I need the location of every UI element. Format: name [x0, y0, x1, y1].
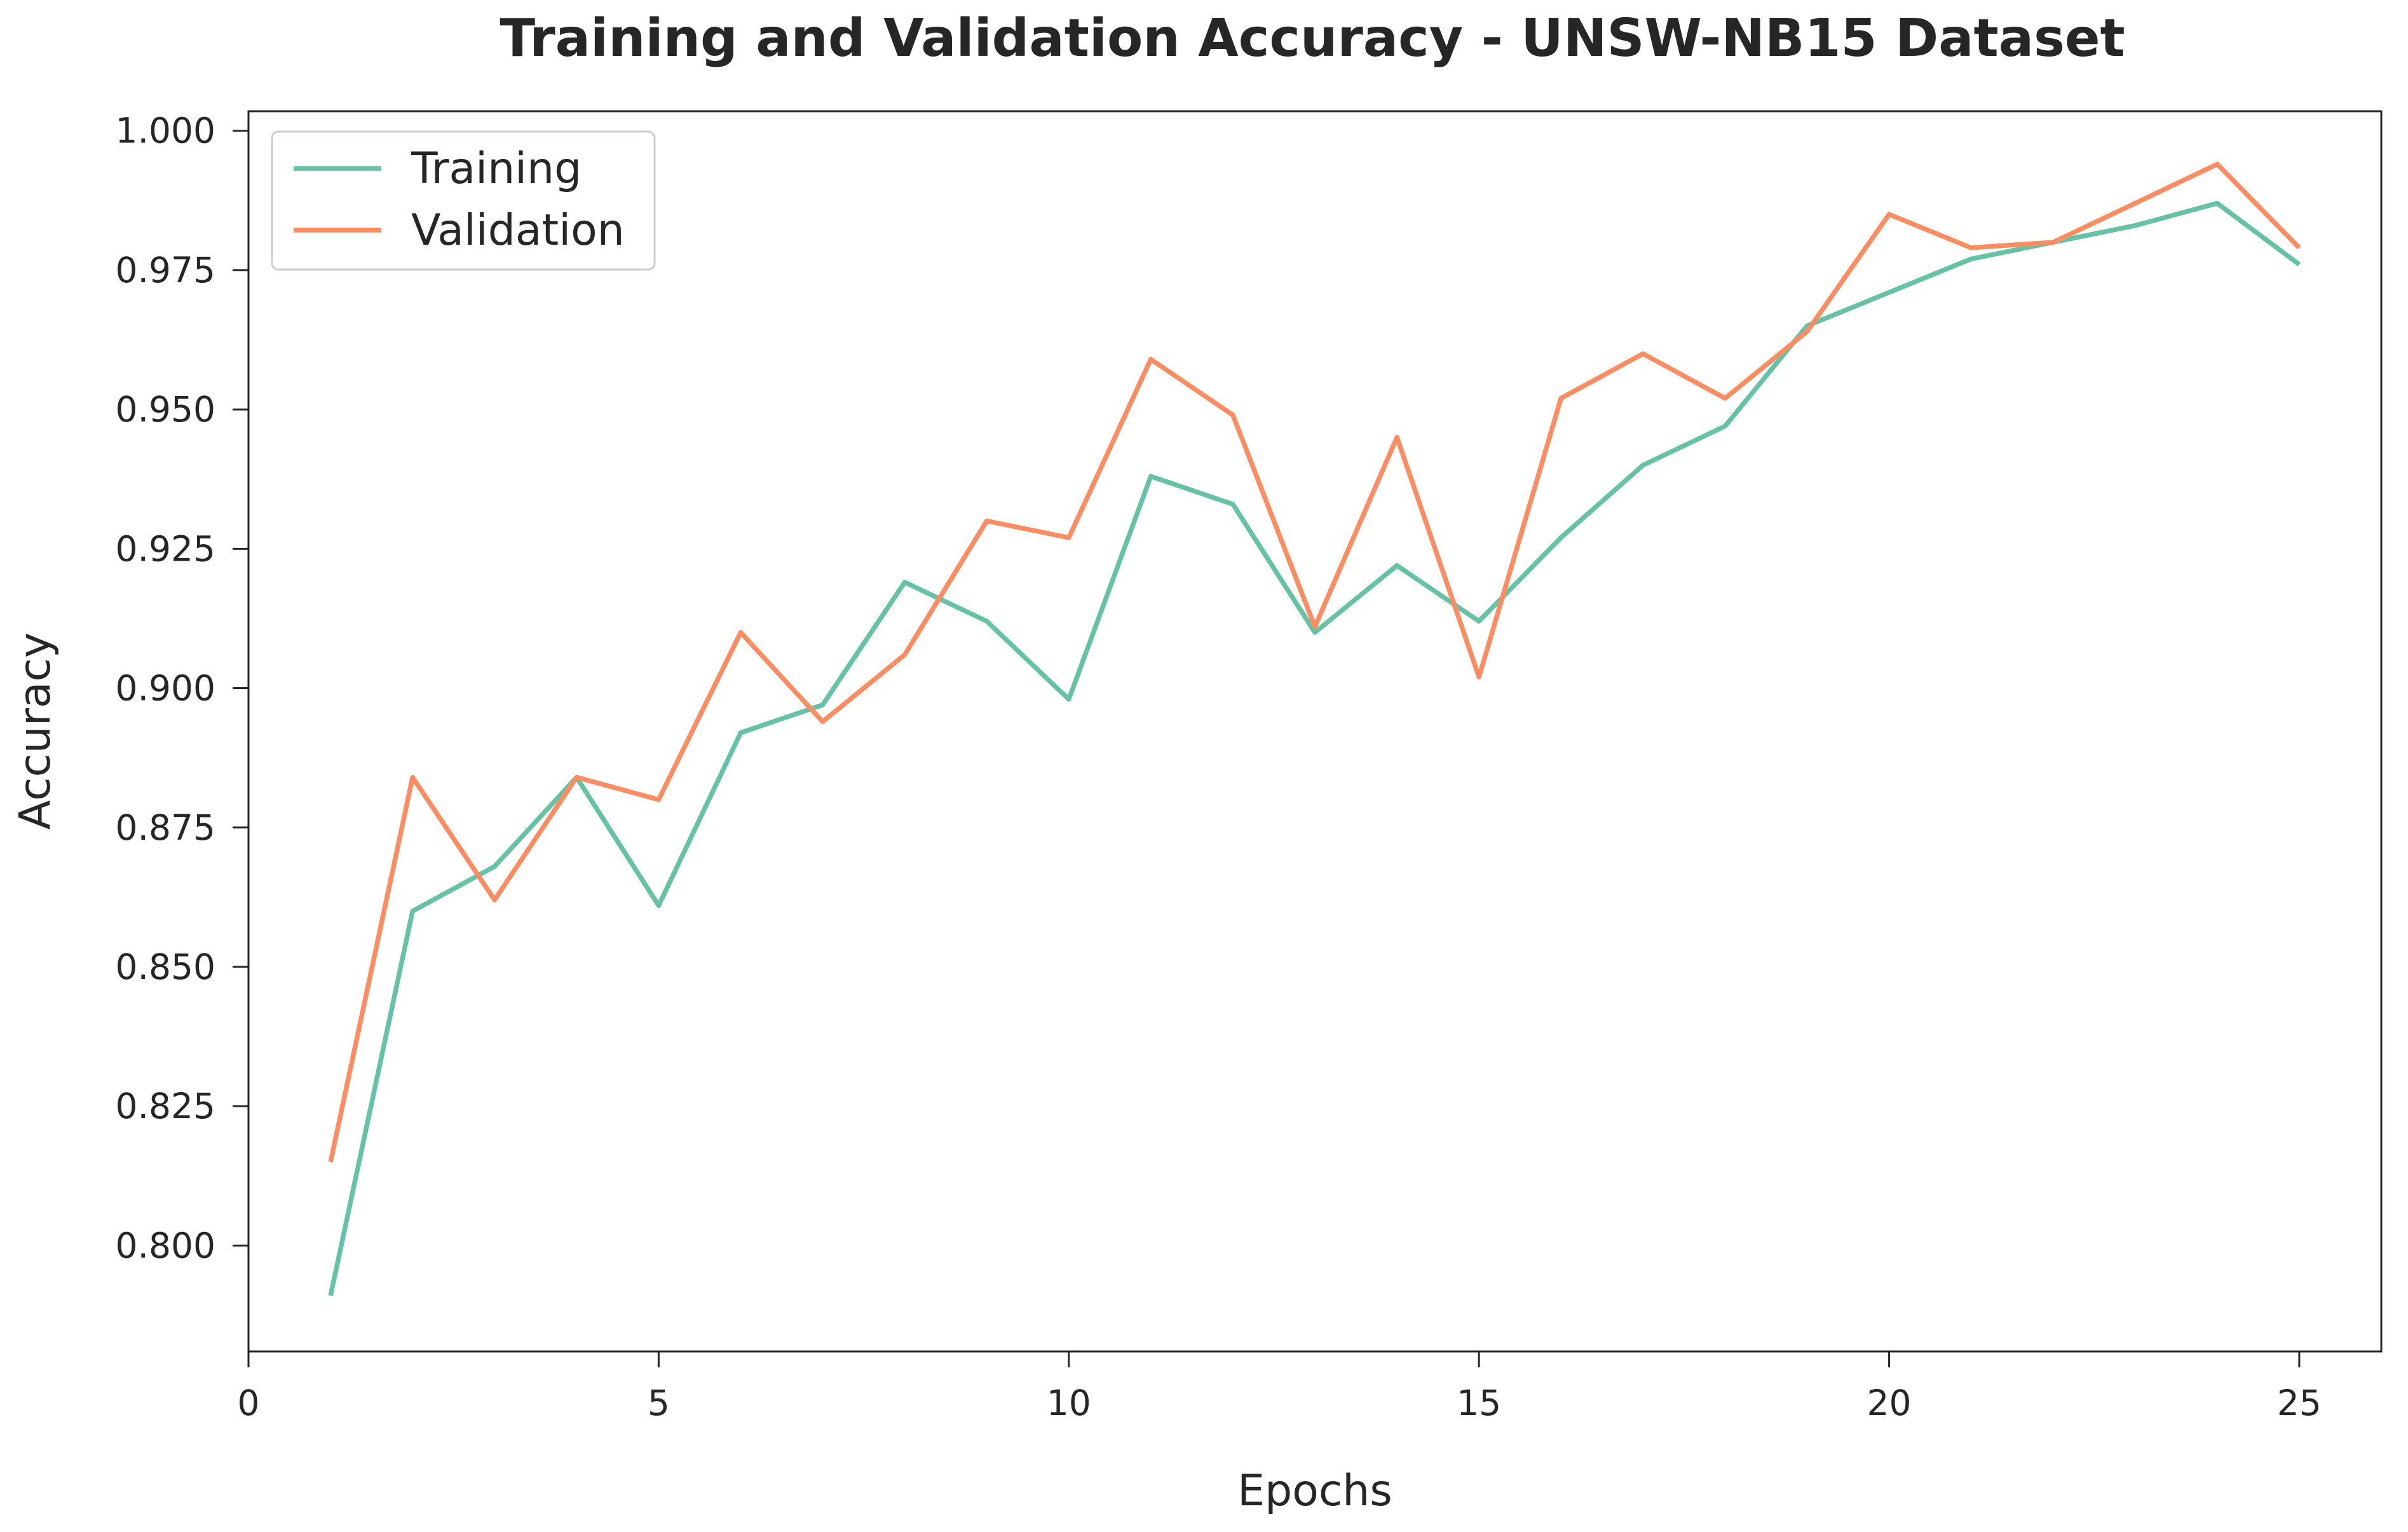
x-tick-label: 25: [2277, 1383, 2322, 1423]
legend-label-training: Training: [411, 144, 582, 194]
legend: Training Validation: [271, 130, 656, 271]
x-axis-label: Epochs: [1237, 1466, 1392, 1516]
y-tick-label: 0.925: [116, 528, 215, 569]
y-tick-label: 0.975: [116, 250, 215, 291]
x-tick-label: 0: [238, 1383, 260, 1423]
y-tick-label: 0.875: [116, 807, 215, 848]
legend-label-validation: Validation: [411, 205, 625, 256]
series-group: [328, 161, 2301, 1297]
y-axis: 0.800 0.825 0.850 0.875 0.900 0.925 0.950 0.975…: [116, 111, 248, 1266]
y-tick-label: 0.900: [116, 668, 215, 709]
x-tick-label: 15: [1457, 1383, 1501, 1423]
y-tick-label: 1.000: [116, 111, 215, 151]
y-tick-label: 0.800: [116, 1225, 215, 1266]
y-tick-label: 0.950: [116, 389, 215, 430]
x-tick-label: 20: [1867, 1383, 1912, 1423]
x-tick-label: 5: [648, 1383, 670, 1423]
series-line-training: [328, 200, 2301, 1297]
chart-title: Training and Validation Accuracy - UNSW-…: [500, 8, 2125, 69]
plot-area-frame: [247, 110, 2383, 1353]
x-axis: 0 5 10 15 20 25: [238, 1351, 2322, 1423]
series-line-validation: [328, 161, 2301, 1163]
y-tick-label: 0.850: [116, 947, 215, 987]
x-tick-label: 10: [1047, 1383, 1091, 1423]
y-tick-label: 0.825: [116, 1086, 215, 1126]
y-axis-label: Accuracy: [10, 633, 60, 830]
